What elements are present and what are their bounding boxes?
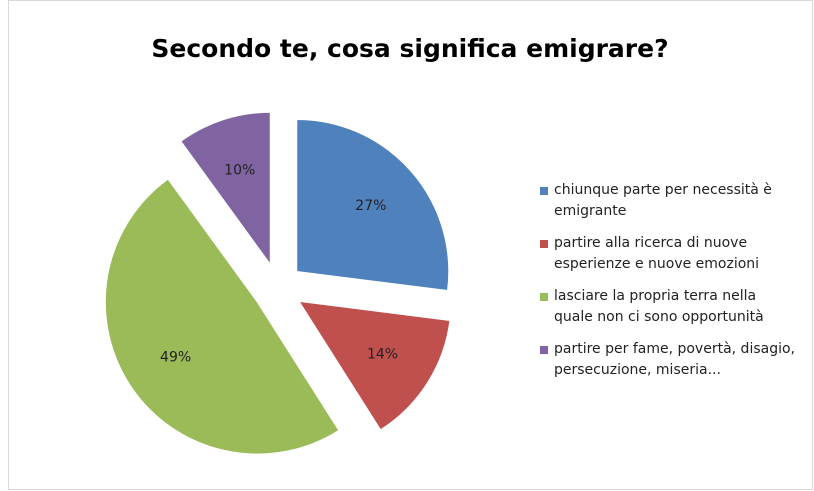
- data-label: 27%: [355, 198, 386, 214]
- pie-slice: [180, 111, 271, 266]
- legend: chiunque parte per necessità è emigrante…: [540, 180, 810, 392]
- legend-item: partire per fame, povertà, disagio, pers…: [540, 339, 810, 381]
- legend-label: partire alla ricerca di nuove esperienze…: [554, 235, 760, 272]
- legend-item: chiunque parte per necessità è emigrante: [540, 180, 810, 222]
- legend-item: partire alla ricerca di nuove esperienze…: [540, 233, 810, 275]
- chart-title: Secondo te, cosa significa emigrare?: [151, 34, 668, 63]
- legend-swatch: [540, 293, 548, 301]
- legend-label: lasciare la propria terra nella quale no…: [554, 288, 764, 325]
- pie-slice: [104, 178, 340, 455]
- legend-label: chiunque parte per necessità è emigrante: [554, 182, 772, 219]
- legend-label: partire per fame, povertà, disagio, pers…: [554, 341, 795, 378]
- legend-swatch: [540, 240, 548, 248]
- data-label: 10%: [224, 162, 255, 178]
- pie-slice: [296, 118, 450, 292]
- pie-slice: [298, 300, 451, 431]
- legend-swatch: [540, 187, 548, 195]
- legend-swatch: [540, 346, 548, 354]
- legend-item: lasciare la propria terra nella quale no…: [540, 286, 810, 328]
- data-label: 49%: [160, 350, 191, 366]
- data-label: 14%: [367, 346, 398, 362]
